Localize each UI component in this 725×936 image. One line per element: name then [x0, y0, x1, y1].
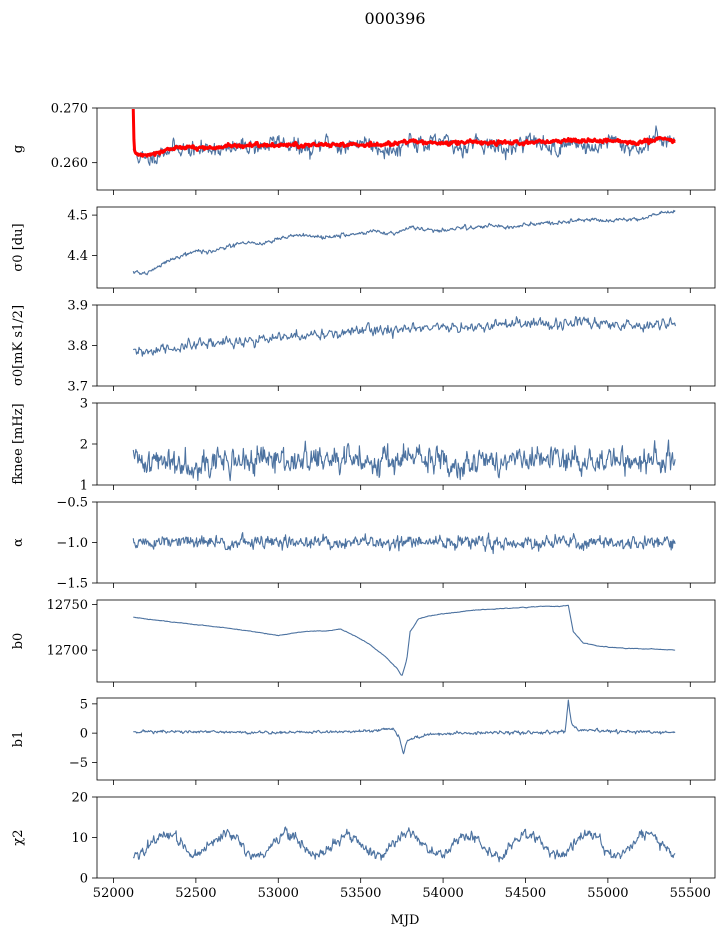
x-axis-label: MJD: [391, 913, 420, 928]
data-series-line: [133, 604, 676, 676]
panel-6: 12700 12750 b0: [11, 598, 716, 687]
x-tick-label: 53000: [258, 886, 299, 901]
panel-5: −1.5 −1.0 −0.5 α: [11, 496, 716, 592]
y-tick-label: −1.5: [56, 577, 88, 592]
y-axis-label: g: [11, 145, 26, 153]
x-tick-label: 55500: [670, 886, 711, 901]
data-series-line: [132, 125, 676, 166]
y-tick-label: 0: [80, 872, 88, 887]
panel-frame: [96, 599, 716, 683]
panel-7: −5 0 5 b1: [11, 697, 716, 785]
y-tick-label: 0.270: [51, 102, 88, 117]
x-tick-label: 55000: [587, 886, 628, 901]
y-tick-label: 20: [71, 791, 88, 806]
panels-group: 0.260 0.270 g 4.4 4.5 σ0 [du] 3.7 3.8 3.9 σ0[mK s…: [11, 102, 716, 901]
panel-1: 0.260 0.270 g: [11, 102, 716, 195]
panel-frame: [96, 697, 716, 781]
data-series-line: [132, 315, 676, 357]
y-axis-label: σ0 [du]: [11, 223, 26, 271]
x-tick-label: 53500: [340, 886, 381, 901]
panel-frame: [96, 107, 716, 191]
panel-8: 0 10 20 52000 52500 53000 53500 54000 54500 55000…: [11, 791, 716, 901]
data-series-line: [132, 826, 676, 863]
y-tick-label: 4.5: [67, 209, 88, 224]
fit-series-line: [131, 108, 676, 158]
y-tick-label: −5: [69, 756, 88, 771]
y-tick-label: 3.7: [67, 380, 88, 395]
panel-4: 1 2 3 fknee [mHz]: [11, 397, 716, 494]
y-tick-label: 1: [80, 479, 88, 494]
y-tick-label: 2: [80, 438, 88, 453]
y-axis-label: b1: [11, 731, 26, 748]
y-tick-label: 5: [80, 697, 88, 712]
y-tick-label: 12700: [47, 644, 88, 659]
x-tick-label: 54500: [505, 886, 546, 901]
panel-2: 4.4 4.5 σ0 [du]: [11, 206, 716, 293]
y-tick-label: 3.8: [67, 339, 88, 354]
x-tick-label: 54000: [422, 886, 463, 901]
y-axis-label: fknee [mHz]: [11, 403, 26, 484]
y-axis-label: σ0[mK s1/2]: [11, 305, 26, 386]
y-tick-label: 10: [71, 831, 88, 846]
figure-title: 000396: [364, 9, 425, 28]
y-tick-label: 0: [80, 727, 88, 742]
panel-frame: [96, 206, 716, 289]
data-series-line: [132, 532, 676, 555]
panel-3: 3.7 3.8 3.9 σ0[mK s1/2]: [11, 299, 716, 395]
y-tick-label: 3: [80, 397, 88, 412]
y-axis-label: b0: [11, 633, 26, 650]
y-tick-label: 12750: [47, 598, 88, 613]
y-axis-label: χ2: [11, 829, 26, 845]
panel-frame: [96, 304, 716, 387]
data-series-line: [132, 209, 676, 276]
x-tick-label: 52000: [93, 886, 134, 901]
y-tick-label: 4.4: [67, 249, 88, 264]
y-tick-label: 3.9: [67, 299, 88, 314]
y-tick-label: −1.0: [56, 536, 88, 551]
data-series-line: [132, 439, 676, 482]
y-axis-label: α: [11, 538, 26, 547]
y-tick-label: −0.5: [56, 496, 88, 511]
x-tick-label: 52500: [175, 886, 216, 901]
y-tick-label: 0.260: [51, 156, 88, 171]
data-series-line: [133, 699, 676, 755]
